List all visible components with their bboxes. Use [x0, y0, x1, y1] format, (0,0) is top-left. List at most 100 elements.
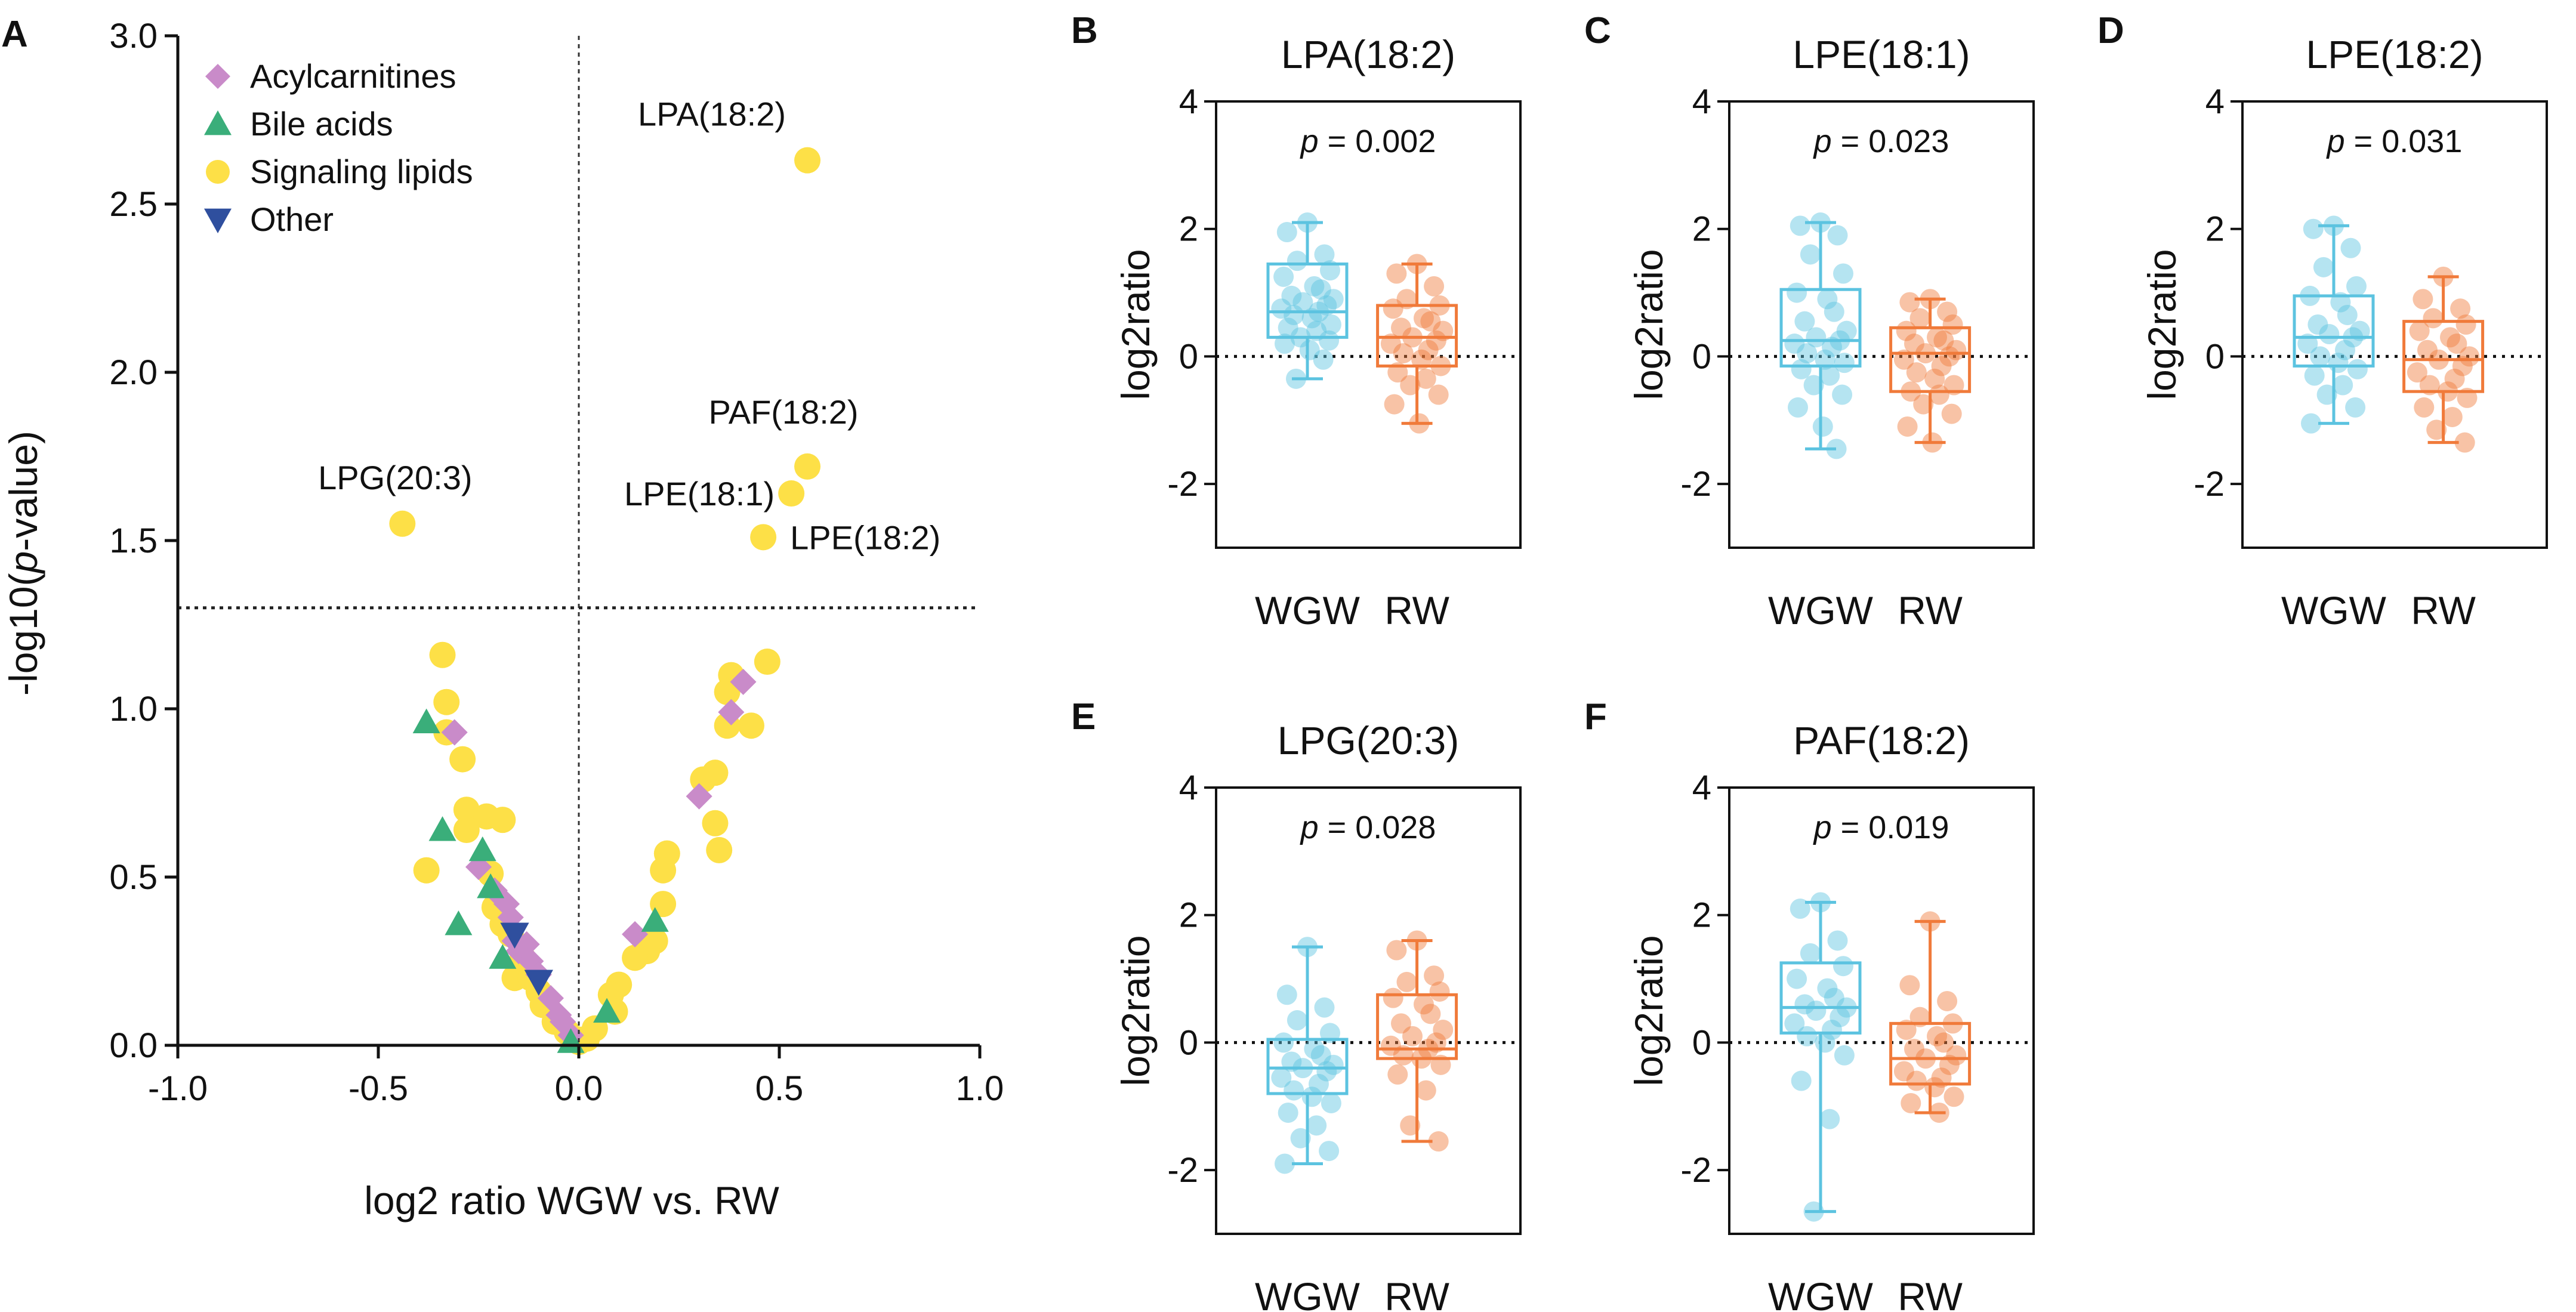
data-point [1924, 368, 1945, 389]
point-label-lpa-18-2: LPA(18:2) [638, 95, 786, 133]
data-point [1933, 1032, 1954, 1053]
y-tick-label: 4 [1692, 768, 1711, 807]
signaling-lipids-point [738, 712, 764, 739]
y-tick-label: -2 [1167, 465, 1198, 504]
data-point [1321, 314, 1341, 335]
data-point [1420, 311, 1441, 332]
data-point [2455, 314, 2476, 335]
signaling-lipids-point [449, 746, 476, 773]
data-point [2407, 362, 2427, 383]
data-point [1896, 320, 1917, 341]
panel-title: LPE(18:1) [1793, 32, 1970, 76]
y-tick-label: 0.5 [109, 858, 158, 897]
box-panel-lpg-20-3: E -2 0 2 4 LPG(20:3) log2ratio p = 0.028 WGW RW [1071, 696, 1522, 1312]
data-point [1824, 987, 1844, 1008]
x-category-label: RW [1384, 588, 1449, 632]
box-panel-lpe-18-1: C -2 0 2 4 LPE(18:1) log2ratio p = 0.023 WGW RW [1584, 10, 2035, 632]
data-point [1830, 1007, 1850, 1027]
y-tick-label: -2 [1680, 1151, 1711, 1190]
signaling-lipids-point [489, 807, 516, 833]
box-rw [1376, 254, 1458, 434]
data-point [1400, 1115, 1421, 1136]
data-point [1933, 330, 1954, 351]
data-point [1909, 308, 1930, 329]
data-point [2303, 218, 2324, 239]
data-point [2340, 237, 2361, 258]
data-point [1418, 339, 1439, 360]
y-tick-label: 3.0 [109, 17, 158, 55]
x-category-label: WGW [1255, 588, 1361, 632]
y-tick-label: -2 [1680, 465, 1711, 504]
data-point [1306, 1115, 1327, 1136]
signaling-lipids-point [453, 817, 480, 844]
p-value-text: p = 0.023 [1813, 124, 1949, 159]
p-value-text: p = 0.028 [1300, 810, 1436, 845]
data-point [1939, 346, 1960, 367]
y-tick-label: 2 [1692, 210, 1711, 249]
data-point [1794, 994, 1815, 1015]
data-point [1800, 244, 1821, 265]
data-point [1797, 1026, 1818, 1046]
data-point [1790, 215, 1810, 236]
data-point [1924, 1077, 1945, 1098]
data-point [1819, 365, 1840, 386]
signaling-lipids-point [794, 147, 821, 174]
data-point [1271, 1067, 1292, 1088]
p-value-text: p = 0.031 [2326, 124, 2463, 159]
data-point [1391, 317, 1411, 338]
y-tick-label: 0.0 [109, 1026, 158, 1065]
p-value: = 0.031 [2345, 124, 2463, 159]
data-point [1310, 1045, 1331, 1066]
p-symbol: p [1300, 124, 1319, 159]
iqr-box [1889, 326, 1972, 393]
data-point [1393, 343, 1414, 364]
legend-label-other: Other [250, 200, 334, 238]
x-category-label: RW [1384, 1274, 1449, 1312]
data-point [1301, 1086, 1322, 1107]
signaling-lipids-point [706, 836, 733, 863]
data-point [1284, 304, 1304, 325]
data-point [1433, 1020, 1454, 1041]
y-tick-label: 4 [2205, 82, 2225, 121]
legend-marker-other [204, 208, 232, 233]
data-point [2337, 304, 2358, 325]
box-panel-lpe-18-2: D -2 0 2 4 LPE(18:2) log2ratio p = 0.031 WGW RW [2097, 10, 2548, 632]
data-point [1815, 1032, 1835, 1053]
legend-marker-signaling-lipids [206, 160, 230, 184]
box-rw [2402, 266, 2485, 453]
data-point [2328, 353, 2349, 373]
data-point [1276, 222, 1297, 243]
x-tick-label: 0.5 [755, 1069, 804, 1108]
data-point [2345, 397, 2366, 418]
point-label-lpe-18-2: LPE(18:2) [790, 518, 940, 556]
data-point [1319, 330, 1340, 351]
signaling-lipids-point [794, 453, 821, 480]
signaling-lipids-point [778, 480, 805, 507]
data-point [1817, 289, 1838, 310]
data-point [1304, 276, 1325, 297]
data-point [1827, 225, 1848, 246]
p-symbol: p [1813, 124, 1832, 159]
acylcarnitines-point [686, 783, 712, 810]
data-point [1817, 978, 1838, 999]
data-point [1313, 349, 1334, 370]
data-point [1429, 981, 1450, 1002]
signaling-lipids-point [650, 857, 677, 884]
y-tick-label: 0 [1179, 1023, 1198, 1062]
legend-label-signaling-lipids: Signaling lipids [250, 153, 473, 190]
data-point [1414, 308, 1434, 329]
box-panel-lpa-18-2: B -2 0 2 4 LPA(18:2) log2ratio p = 0.002 WGW RW [1071, 10, 1522, 632]
series-bile-acids [412, 708, 669, 1053]
data-point [1787, 282, 1807, 303]
box-wgw [1779, 892, 1862, 1222]
data-point [2319, 324, 2340, 345]
data-point [1428, 384, 1449, 405]
data-point [1402, 1026, 1423, 1046]
data-point [1824, 301, 1844, 322]
y-tick-label: 4 [1179, 82, 1198, 121]
legend-label-bile-acids: Bile acids [250, 105, 393, 143]
p-symbol: p [1300, 810, 1319, 845]
data-point [1424, 965, 1445, 986]
y-tick-label: 2 [1179, 896, 1198, 935]
data-point [1794, 311, 1815, 332]
